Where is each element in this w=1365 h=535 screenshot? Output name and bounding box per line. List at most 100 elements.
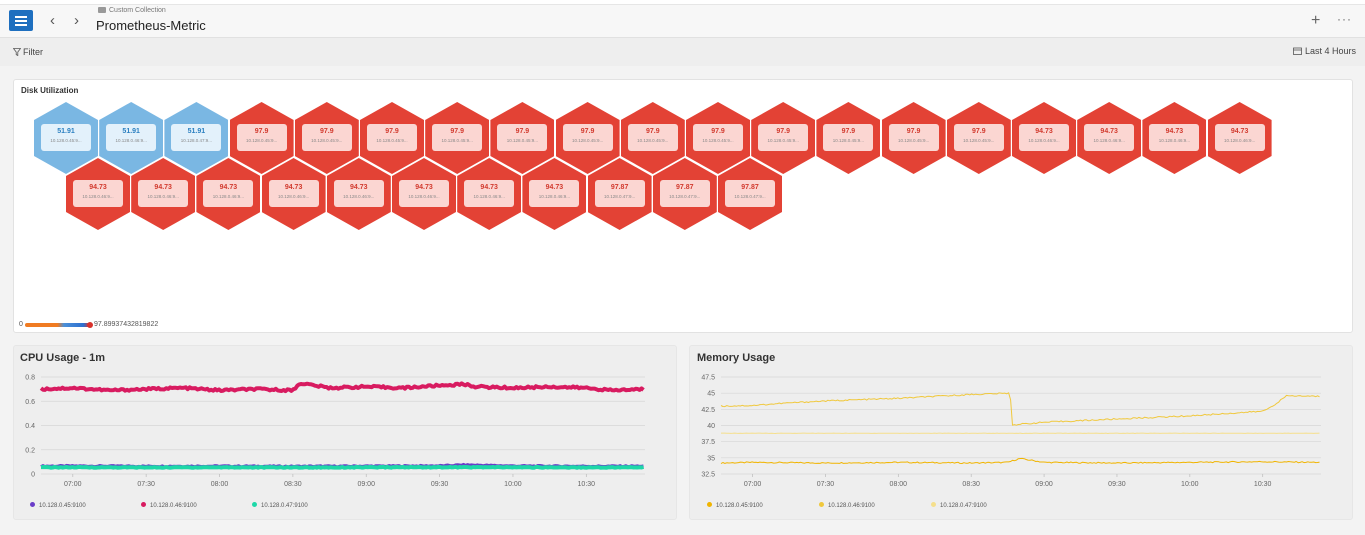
color-scale-marker — [87, 322, 93, 328]
hexagon-label-box: 51.91 10.128.0.46:9... — [106, 124, 157, 151]
hexagon-cell[interactable]: 97.9 10.128.0.45:9... — [620, 102, 685, 174]
hexagon-cell[interactable]: 94.73 10.128.0.46:9... — [196, 158, 261, 230]
hexagon-cell[interactable]: 97.9 10.128.0.45:9... — [751, 102, 816, 174]
top-divider — [0, 0, 1365, 5]
hexagon-cell[interactable]: 97.87 10.128.0.47:9... — [652, 158, 717, 230]
hexagon-host-label: 10.128.0.46:9... — [82, 194, 114, 199]
hexagon-label-box: 94.73 10.128.0.46:9... — [399, 180, 449, 207]
hexagon-value: 97.9 — [776, 128, 790, 135]
y-tick-label: 0.6 — [25, 399, 35, 406]
time-range-selector[interactable]: Last 4 Hours — [1293, 46, 1356, 56]
breadcrumb[interactable]: Custom Collection — [98, 7, 166, 14]
legend-item[interactable]: 10.128.0.47:9100 — [931, 502, 987, 509]
hexagon-cell[interactable]: 97.9 10.128.0.45:9... — [686, 102, 750, 174]
legend-color-dot — [707, 502, 712, 507]
hexagon-host-label: 10.128.0.45:9... — [832, 138, 865, 143]
hexagon-label-box: 97.9 10.128.0.45:9... — [236, 124, 287, 151]
hexagon-label-box: 97.9 10.128.0.45:9... — [497, 124, 548, 151]
legend-item[interactable]: 10.128.0.45:9100 — [707, 502, 763, 509]
folder-icon — [98, 7, 106, 13]
hexagon-label-box: 97.87 10.128.0.47:9... — [725, 180, 775, 207]
x-tick-label: 08:00 — [211, 481, 229, 488]
more-options-button[interactable]: ··· — [1337, 12, 1352, 26]
y-tick-label: 37.5 — [701, 439, 715, 446]
hexagon-host-label: 10.128.0.45:9... — [767, 138, 799, 143]
hexagon-host-label: 10.128.0.45:9... — [311, 138, 343, 143]
hexagon-value: 97.9 — [841, 128, 856, 135]
hexagon-value: 94.73 — [219, 184, 238, 191]
hexagon-value: 97.9 — [450, 128, 464, 135]
filter-button[interactable]: Filter — [12, 47, 43, 57]
legend-label: 10.128.0.45:9100 — [39, 503, 86, 509]
legend-label: 10.128.0.47:9100 — [940, 503, 987, 509]
hexagon-value: 94.73 — [89, 184, 107, 191]
x-tick-label: 07:00 — [64, 481, 82, 488]
hexagon-value: 97.9 — [319, 128, 334, 135]
hexagon-host-label: 10.128.0.45:9... — [50, 138, 82, 143]
hexagon-cell[interactable]: 97.9 10.128.0.45:9... — [816, 102, 881, 174]
back-icon[interactable]: ‹ — [50, 12, 55, 29]
page-title: Prometheus-Metric — [96, 18, 206, 33]
calendar-icon — [1293, 47, 1302, 55]
hexagon-cell[interactable]: 51.91 10.128.0.47:9... — [164, 102, 229, 174]
hexagon-host-label: 10.128.0.45:9... — [702, 138, 734, 143]
hexagon-label-box: 97.9 10.128.0.45:9... — [367, 124, 417, 151]
hexagon-value: 97.9 — [385, 128, 399, 135]
hexagon-value: 97.9 — [254, 128, 269, 135]
x-tick-label: 09:30 — [1108, 481, 1126, 488]
hexagon-label-box: 94.73 10.128.0.46:9... — [203, 180, 254, 207]
hexagon-label-box: 94.73 10.128.0.46:9... — [464, 180, 515, 207]
y-tick-label: 42.5 — [701, 407, 715, 414]
hexagon-cell[interactable]: 97.87 10.128.0.47:9... — [718, 158, 782, 230]
hexagon-value: 94.73 — [154, 184, 172, 191]
hamburger-menu-button[interactable] — [9, 10, 33, 31]
legend-color-dot — [30, 502, 35, 507]
hexagon-value: 94.73 — [1230, 128, 1249, 135]
hexagon-host-label: 10.128.0.45:9... — [897, 138, 930, 143]
hexagon-cell[interactable]: 97.9 10.128.0.45:9... — [881, 102, 946, 174]
legend-item[interactable]: 10.128.0.45:9100 — [30, 502, 86, 509]
hexagon-value: 94.73 — [545, 184, 564, 191]
hexagon-label-box: 97.9 10.128.0.45:9... — [562, 124, 613, 151]
panel-title: Disk Utilization — [21, 86, 79, 95]
hexagon-host-label: 10.128.0.46:9... — [1028, 138, 1060, 143]
hexagon-label-box: 97.9 10.128.0.45:9... — [693, 124, 743, 151]
legend-min-label: 0 — [19, 321, 23, 328]
funnel-icon — [12, 48, 22, 57]
hamburger-icon-line — [15, 24, 27, 26]
hexagon-value: 51.91 — [57, 128, 75, 135]
hexagon-host-label: 10.128.0.46:9... — [408, 194, 440, 199]
hexagon-value: 94.73 — [1035, 128, 1053, 135]
hexagon-label-box: 51.91 10.128.0.45:9... — [41, 124, 91, 151]
hexagon-host-label: 10.128.0.47:9... — [603, 194, 636, 199]
hexagon-host-label: 10.128.0.46:9... — [538, 194, 571, 199]
hexagon-label-box: 94.73 10.128.0.46:9... — [268, 180, 319, 207]
hexagon-cell[interactable]: 94.73 10.128.0.46:9... — [522, 158, 587, 230]
x-tick-label: 07:30 — [137, 481, 155, 488]
hexagon-label-box: 94.73 10.128.0.46:9... — [1019, 124, 1069, 151]
y-tick-label: 35 — [707, 455, 715, 462]
hexagon-value: 97.9 — [971, 128, 986, 135]
forward-icon[interactable]: › — [74, 12, 79, 29]
x-tick-label: 08:30 — [284, 481, 302, 488]
legend-item[interactable]: 10.128.0.47:9100 — [252, 502, 308, 509]
hexagon-cell[interactable]: 97.9 10.128.0.45:9... — [555, 102, 620, 174]
hexagon-value: 97.9 — [580, 128, 595, 135]
legend-item[interactable]: 10.128.0.46:9100 — [141, 502, 197, 509]
hexagon-cell[interactable]: 94.73 10.128.0.46:9... — [131, 158, 196, 230]
y-tick-label: 40 — [707, 423, 715, 430]
hexagon-host-label: 10.128.0.46:9... — [1093, 138, 1125, 143]
hexagon-value: 51.91 — [122, 128, 140, 135]
hexagon-value: 94.73 — [1100, 128, 1118, 135]
x-tick-label: 07:00 — [744, 481, 762, 488]
hexagon-cell[interactable]: 97.87 10.128.0.47:9... — [587, 158, 652, 230]
hexagon-label-box: 51.91 10.128.0.47:9... — [171, 124, 222, 151]
hexagon-host-label: 10.128.0.45:9... — [506, 138, 539, 143]
hexagon-cell[interactable]: 97.9 10.128.0.45:9... — [946, 102, 1011, 174]
y-tick-label: 0 — [31, 472, 35, 479]
legend-item[interactable]: 10.128.0.46:9100 — [819, 502, 875, 509]
hamburger-icon — [15, 16, 27, 18]
hexagon-host-label: 10.128.0.45:9... — [637, 138, 669, 143]
hexagon-host-label: 10.128.0.46:9... — [147, 194, 179, 199]
add-widget-button[interactable]: + — [1311, 12, 1321, 29]
